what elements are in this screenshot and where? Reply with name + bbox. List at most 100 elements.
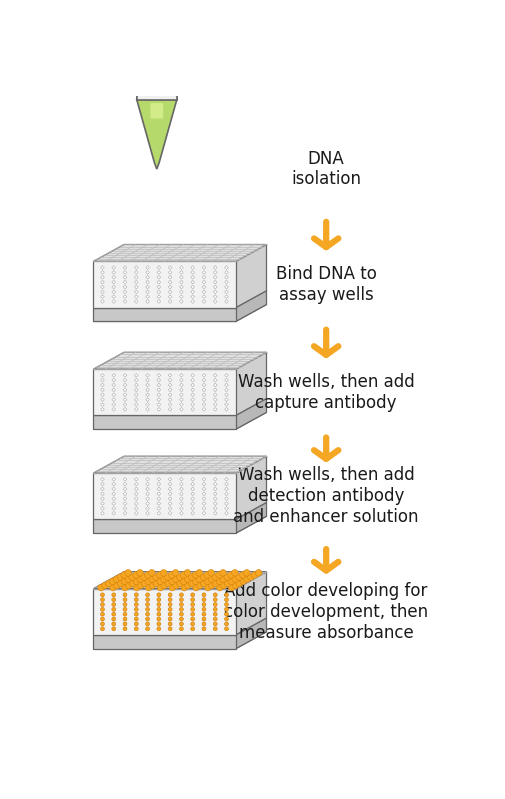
Circle shape bbox=[184, 576, 191, 582]
Polygon shape bbox=[146, 483, 149, 486]
Polygon shape bbox=[202, 300, 206, 304]
Circle shape bbox=[112, 607, 116, 611]
Polygon shape bbox=[100, 280, 105, 284]
Polygon shape bbox=[168, 507, 172, 511]
Polygon shape bbox=[134, 497, 138, 500]
Circle shape bbox=[141, 580, 148, 586]
Polygon shape bbox=[180, 379, 183, 382]
Polygon shape bbox=[214, 507, 217, 511]
Polygon shape bbox=[134, 271, 138, 274]
Circle shape bbox=[217, 584, 223, 591]
Circle shape bbox=[112, 593, 116, 597]
Polygon shape bbox=[146, 502, 149, 506]
Polygon shape bbox=[191, 384, 194, 387]
Circle shape bbox=[153, 574, 159, 580]
Circle shape bbox=[123, 617, 127, 621]
Circle shape bbox=[123, 607, 127, 611]
Text: Wash wells, then add
detection antibody
and enhancer solution: Wash wells, then add detection antibody … bbox=[233, 467, 419, 526]
Circle shape bbox=[192, 571, 199, 578]
Polygon shape bbox=[93, 244, 267, 261]
Circle shape bbox=[134, 593, 138, 597]
Polygon shape bbox=[112, 487, 116, 491]
Polygon shape bbox=[236, 352, 267, 415]
Circle shape bbox=[169, 584, 176, 591]
Circle shape bbox=[145, 598, 149, 602]
Circle shape bbox=[102, 582, 108, 589]
Polygon shape bbox=[134, 407, 138, 411]
Polygon shape bbox=[146, 300, 149, 304]
Circle shape bbox=[100, 602, 105, 606]
Circle shape bbox=[232, 576, 238, 582]
Circle shape bbox=[145, 578, 152, 585]
Circle shape bbox=[232, 582, 239, 589]
Circle shape bbox=[180, 571, 187, 578]
Text: Add color developing for
color development, then
measure absorbance: Add color developing for color developme… bbox=[224, 582, 428, 642]
Circle shape bbox=[185, 582, 191, 589]
Polygon shape bbox=[112, 403, 116, 407]
Polygon shape bbox=[146, 266, 149, 269]
Circle shape bbox=[228, 571, 234, 578]
Polygon shape bbox=[123, 285, 127, 288]
Polygon shape bbox=[112, 492, 116, 495]
Circle shape bbox=[161, 582, 168, 589]
Circle shape bbox=[200, 580, 207, 586]
Polygon shape bbox=[202, 398, 206, 401]
Polygon shape bbox=[180, 403, 183, 407]
Polygon shape bbox=[123, 492, 127, 495]
Polygon shape bbox=[180, 502, 183, 506]
Circle shape bbox=[117, 574, 124, 580]
Circle shape bbox=[191, 622, 194, 626]
Polygon shape bbox=[191, 492, 194, 495]
Polygon shape bbox=[168, 511, 172, 515]
Polygon shape bbox=[225, 492, 228, 495]
Polygon shape bbox=[146, 403, 149, 407]
Polygon shape bbox=[202, 280, 206, 284]
Polygon shape bbox=[100, 300, 105, 304]
Polygon shape bbox=[93, 632, 267, 649]
Polygon shape bbox=[202, 271, 206, 274]
Circle shape bbox=[145, 617, 149, 621]
Polygon shape bbox=[191, 511, 194, 515]
Bar bbox=[137, 50, 177, 100]
Polygon shape bbox=[191, 388, 194, 392]
Circle shape bbox=[212, 580, 219, 586]
Polygon shape bbox=[191, 280, 194, 284]
Polygon shape bbox=[137, 100, 177, 169]
Polygon shape bbox=[214, 280, 217, 284]
Circle shape bbox=[125, 582, 132, 589]
Polygon shape bbox=[202, 276, 206, 279]
Polygon shape bbox=[134, 483, 138, 486]
FancyBboxPatch shape bbox=[150, 103, 163, 118]
Polygon shape bbox=[134, 276, 138, 279]
Polygon shape bbox=[112, 388, 116, 392]
Polygon shape bbox=[191, 483, 194, 486]
Polygon shape bbox=[123, 393, 127, 396]
Polygon shape bbox=[112, 276, 116, 279]
Polygon shape bbox=[146, 290, 149, 294]
Circle shape bbox=[113, 576, 120, 582]
Circle shape bbox=[225, 602, 228, 606]
Polygon shape bbox=[168, 497, 172, 500]
Circle shape bbox=[188, 574, 195, 580]
Circle shape bbox=[100, 593, 105, 597]
Polygon shape bbox=[214, 271, 217, 274]
Polygon shape bbox=[112, 483, 116, 486]
Polygon shape bbox=[191, 393, 194, 396]
Polygon shape bbox=[168, 285, 172, 288]
Polygon shape bbox=[180, 276, 183, 279]
Polygon shape bbox=[157, 384, 161, 387]
Circle shape bbox=[220, 576, 227, 582]
Polygon shape bbox=[225, 280, 228, 284]
Polygon shape bbox=[157, 478, 161, 481]
Polygon shape bbox=[202, 266, 206, 269]
Polygon shape bbox=[236, 618, 267, 649]
Polygon shape bbox=[112, 295, 116, 299]
Polygon shape bbox=[112, 384, 116, 387]
Polygon shape bbox=[225, 398, 228, 401]
Polygon shape bbox=[123, 478, 127, 481]
Circle shape bbox=[243, 570, 250, 576]
Polygon shape bbox=[225, 502, 228, 506]
Circle shape bbox=[145, 612, 149, 616]
Circle shape bbox=[168, 571, 175, 578]
Polygon shape bbox=[168, 483, 172, 486]
